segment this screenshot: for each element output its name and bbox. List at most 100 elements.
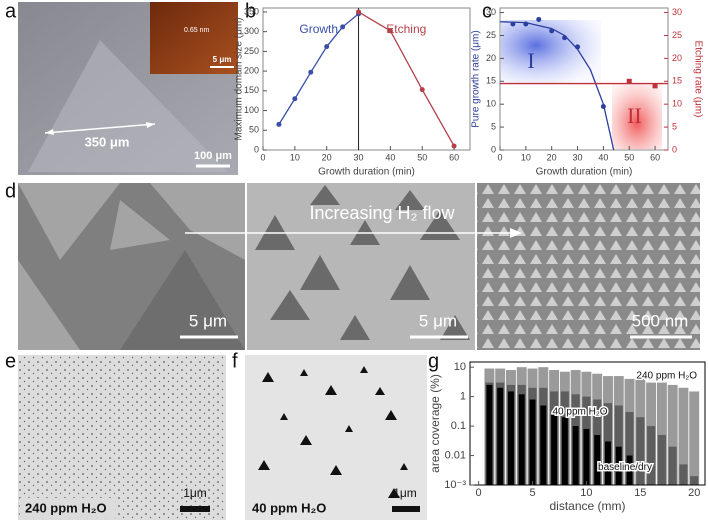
x-tick-label: 0: [260, 152, 265, 162]
y-axis-label: Maximum domain size (μm): [234, 17, 245, 140]
bar: [679, 464, 688, 485]
y2-tick-label: 0: [672, 144, 677, 154]
y-tick-label: 50: [249, 125, 259, 135]
panel-label: a: [5, 0, 17, 22]
bar: [636, 417, 645, 485]
y2-tick-label: 30: [672, 7, 682, 17]
y-tick-label: 10⁻³: [444, 479, 466, 491]
y2-tick-label: 5: [672, 121, 677, 131]
y2-tick-label: 25: [672, 30, 682, 40]
flow-label: Increasing H₂ flow: [309, 203, 455, 223]
domain: [150, 183, 245, 260]
afm-inset: [150, 2, 238, 74]
inset-label: 0.65 nm: [184, 27, 209, 34]
y-tick-label: 250: [244, 46, 259, 56]
x-axis-label: Growth duration (min): [536, 167, 633, 178]
marker: [536, 16, 542, 22]
size-label: 350 μm: [85, 134, 130, 149]
bar: [497, 387, 504, 485]
marker: [652, 83, 658, 89]
scale-label: 5 μm: [419, 311, 457, 330]
arrowhead: [45, 129, 54, 135]
panel-label: d: [5, 180, 16, 202]
domain: [120, 250, 245, 350]
bar: [572, 426, 579, 485]
y-tick-label: 10: [486, 99, 496, 109]
bar: [529, 399, 536, 485]
x-tick-label: 50: [624, 152, 634, 162]
x-tick-label: 30: [573, 152, 583, 162]
x-axis-label: Growth duration (min): [318, 167, 415, 178]
x-tick-label: 15: [634, 487, 646, 499]
series-line: [358, 11, 455, 147]
bar: [605, 441, 611, 485]
series-label: baseline/dry: [598, 462, 652, 473]
y-axis-label: area coverage (%): [428, 374, 442, 473]
condition-label: 40 ppm H₂O: [252, 500, 326, 515]
bar: [594, 434, 601, 485]
y-tick-label: 0.1: [451, 420, 466, 432]
bar: [657, 434, 666, 485]
x-tick-label: 20: [688, 487, 700, 499]
y-tick-label: 10: [454, 361, 466, 373]
x-tick-label: 30: [354, 152, 364, 162]
marker: [419, 87, 425, 93]
bar: [626, 455, 633, 485]
scale-label: 5 μm: [189, 311, 227, 330]
y-tick-label: 15: [486, 76, 496, 86]
plot-frame: [499, 7, 669, 151]
series-label: 240 ppm H₂O: [636, 371, 697, 382]
x-tick-label: 20: [322, 152, 332, 162]
y-tick-label: 0.01: [445, 449, 466, 461]
bar: [668, 446, 677, 485]
domains: [477, 183, 700, 350]
y-tick-label: 25: [486, 30, 496, 40]
series-line: [499, 21, 615, 151]
bar: [689, 391, 700, 485]
label-bg: [20, 498, 115, 518]
y-tick-label: 200: [244, 65, 259, 75]
bar: [551, 412, 558, 485]
domain: [18, 260, 80, 350]
y-tick-label: 300: [244, 26, 259, 36]
scale-label: 500 nm: [632, 311, 689, 330]
marker: [356, 9, 362, 15]
x-tick-label: 60: [449, 152, 459, 162]
y2-tick-label: 10: [672, 99, 682, 109]
y-tick-label: 0: [254, 144, 259, 154]
series-line: [278, 13, 359, 125]
bar: [486, 384, 493, 485]
bar: [647, 426, 656, 485]
marker: [387, 28, 393, 34]
arrow: [44, 123, 156, 134]
series-label: Growth: [299, 22, 338, 36]
x-tick-label: 60: [650, 152, 660, 162]
bar: [518, 394, 525, 485]
panel-label: c: [482, 0, 492, 22]
bar: [614, 405, 623, 485]
bar: [690, 476, 699, 485]
arrowhead: [510, 228, 522, 238]
panel-e: 240 ppm H₂O 1μm e: [5, 350, 226, 520]
marker: [340, 24, 346, 30]
islands: [258, 366, 408, 498]
plot-frame: [262, 7, 471, 151]
y-tick-label: 100: [244, 105, 259, 115]
x-tick-label: 40: [598, 152, 608, 162]
bar: [615, 446, 622, 485]
bar: [540, 405, 547, 485]
bar: [561, 417, 568, 485]
bar: [667, 384, 678, 485]
marker: [292, 96, 298, 102]
domain: [110, 200, 170, 250]
y2-tick-label: 20: [672, 53, 682, 63]
series-label: Etching: [386, 22, 426, 36]
bar: [507, 391, 514, 485]
marker: [276, 121, 282, 127]
y2-tick-label: 15: [672, 76, 682, 86]
x-tick-label: 10: [521, 152, 531, 162]
x-axis-label: distance (mm): [549, 499, 625, 513]
panel-label: b: [245, 0, 256, 22]
arrowhead: [146, 122, 155, 128]
